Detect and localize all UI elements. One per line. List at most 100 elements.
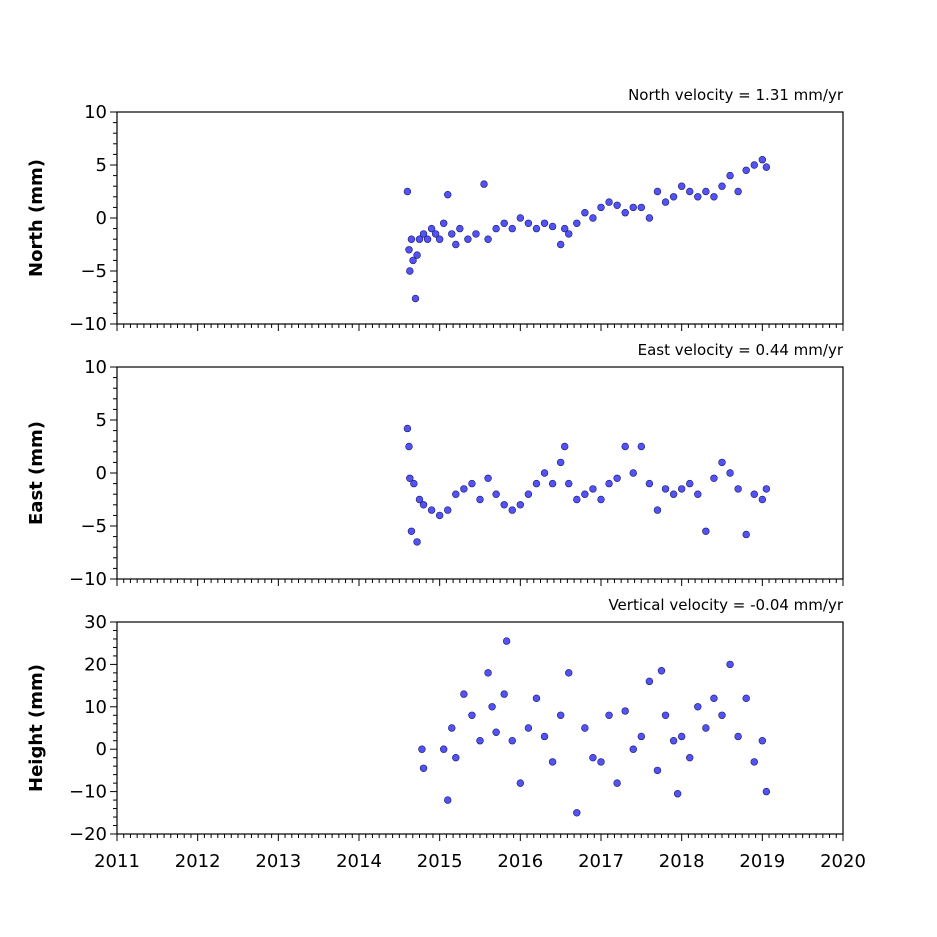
data-point xyxy=(427,224,436,233)
x-tick-label: 2014 xyxy=(336,851,382,872)
data-point xyxy=(661,711,670,719)
data-point xyxy=(710,694,718,703)
data-point xyxy=(734,187,742,196)
data-point xyxy=(492,490,500,498)
north-axis-label: North (mm) xyxy=(26,159,47,277)
data-point xyxy=(407,527,416,535)
data-point xyxy=(492,728,500,736)
data-point xyxy=(734,485,742,493)
plot-frame xyxy=(116,111,844,325)
data-point xyxy=(726,469,734,477)
data-point xyxy=(448,724,456,732)
data-point xyxy=(524,724,533,732)
data-point xyxy=(605,479,613,488)
data-point xyxy=(405,246,413,254)
data-point xyxy=(476,495,484,504)
data-point xyxy=(556,240,565,249)
data-point xyxy=(710,193,718,201)
data-point xyxy=(508,224,516,233)
y-tick-label: −5 xyxy=(80,261,107,282)
data-point xyxy=(532,694,541,703)
data-point xyxy=(435,235,444,243)
data-point xyxy=(500,501,508,509)
data-point xyxy=(629,745,637,753)
y-tick-label: −20 xyxy=(69,824,107,845)
data-point xyxy=(435,511,444,520)
data-point xyxy=(629,203,637,212)
data-point xyxy=(456,224,464,233)
data-point xyxy=(419,230,428,238)
x-tick-label: 2018 xyxy=(659,851,705,872)
data-point xyxy=(694,490,702,498)
data-point xyxy=(460,485,468,493)
data-point xyxy=(758,495,767,504)
data-point xyxy=(403,424,412,433)
data-point xyxy=(548,758,557,766)
data-point xyxy=(468,711,476,719)
x-tick-label: 2020 xyxy=(820,851,866,872)
x-tick-label: 2016 xyxy=(497,851,543,872)
data-point xyxy=(669,737,678,745)
data-point xyxy=(758,737,767,745)
data-point xyxy=(677,182,686,190)
data-point xyxy=(677,485,686,493)
data-point xyxy=(452,753,460,762)
data-point xyxy=(556,711,565,719)
data-point xyxy=(669,490,678,498)
data-point xyxy=(409,256,417,265)
data-point xyxy=(645,214,654,222)
north-velocity-label: North velocity = 1.31 mm/yr xyxy=(628,86,844,104)
east-panel: East velocity = 0.44 mm/yr East (mm) −10… xyxy=(26,341,844,590)
data-point xyxy=(516,501,525,509)
data-point xyxy=(702,724,710,732)
data-point xyxy=(418,745,426,753)
data-point xyxy=(413,251,421,259)
y-tick-label: −10 xyxy=(69,314,107,335)
data-point xyxy=(548,222,557,231)
data-point xyxy=(653,187,662,196)
data-point xyxy=(488,703,496,711)
data-point xyxy=(403,187,412,196)
data-point xyxy=(726,171,734,180)
data-point xyxy=(516,779,525,787)
plot-frame xyxy=(116,621,844,835)
data-point xyxy=(657,667,666,675)
data-point xyxy=(524,490,533,498)
y-tick-label: 10 xyxy=(84,697,107,718)
data-point xyxy=(750,490,758,498)
x-tick-label: 2012 xyxy=(175,851,221,872)
data-point xyxy=(427,506,436,514)
data-point xyxy=(508,737,516,745)
data-point xyxy=(452,240,460,249)
data-point xyxy=(476,737,484,745)
y-tick-label: 10 xyxy=(84,102,107,123)
data-point xyxy=(581,209,589,217)
data-point xyxy=(677,732,686,741)
y-tick-label: 0 xyxy=(96,463,107,484)
y-tick-label: −10 xyxy=(69,569,107,590)
data-point xyxy=(762,163,771,171)
x-tick-label: 2017 xyxy=(578,851,624,872)
data-point xyxy=(673,790,682,798)
data-point xyxy=(613,474,621,482)
data-point xyxy=(597,203,605,212)
data-point xyxy=(621,442,629,451)
data-point xyxy=(621,707,629,715)
data-point xyxy=(480,180,488,188)
data-point xyxy=(589,753,597,762)
height-axis-label: Height (mm) xyxy=(26,664,47,792)
data-point xyxy=(444,796,452,804)
data-point xyxy=(653,766,662,775)
data-point xyxy=(661,198,670,206)
data-point xyxy=(532,224,541,233)
data-point xyxy=(637,442,646,451)
data-point xyxy=(484,235,492,243)
data-point xyxy=(407,235,416,243)
data-point xyxy=(742,166,750,175)
vertical-velocity-label: Vertical velocity = -0.04 mm/yr xyxy=(608,596,843,614)
data-point xyxy=(419,764,428,772)
data-point xyxy=(468,479,476,488)
data-point xyxy=(597,758,605,766)
y-tick-label: −5 xyxy=(80,516,107,537)
